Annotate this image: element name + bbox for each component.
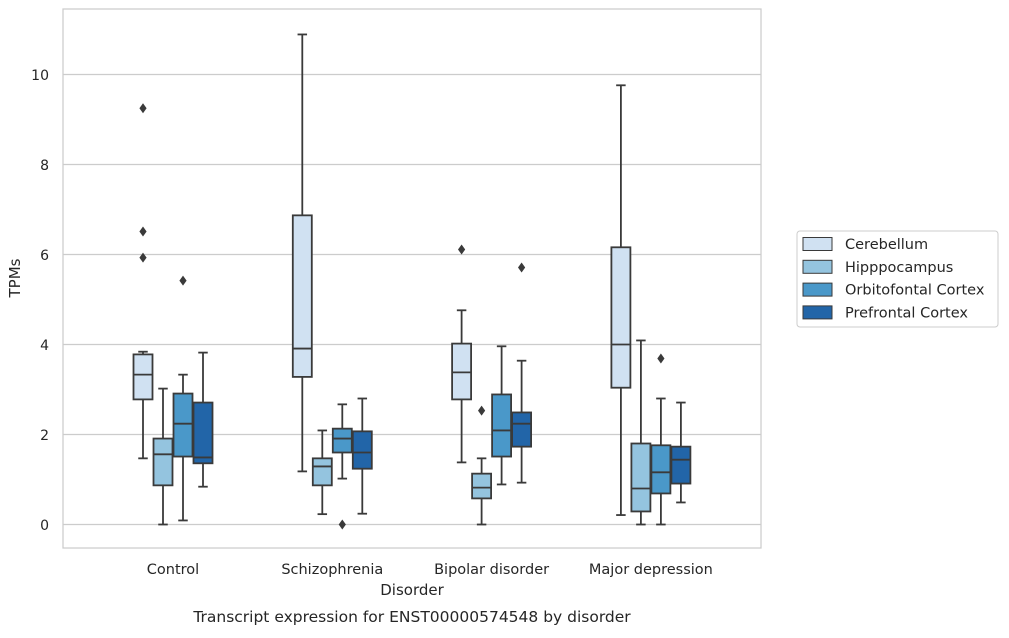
legend-swatch	[802, 282, 833, 297]
box-group	[291, 33, 313, 473]
box-iqr	[291, 214, 313, 378]
legend-swatch	[802, 305, 833, 320]
box-iqr	[610, 246, 632, 389]
y-tick-label: 8	[40, 158, 49, 174]
box-group	[451, 244, 473, 464]
box-group	[670, 401, 692, 504]
box-group	[610, 84, 632, 516]
box-iqr	[491, 393, 513, 458]
box-group	[511, 262, 532, 484]
outlier-point	[518, 262, 526, 273]
legend-swatch	[802, 259, 833, 274]
outlier-point	[139, 252, 147, 263]
plot-area-frame	[62, 8, 762, 549]
box-group	[311, 429, 333, 516]
legend: Cerebellum Hipppocampus Orbitofontal Corte…	[796, 230, 999, 328]
box-iqr	[152, 437, 174, 487]
x-tick-label: Major depression	[589, 562, 713, 578]
box-group	[491, 345, 513, 486]
box-iqr	[132, 353, 154, 401]
y-tick-label: 4	[40, 338, 49, 354]
y-axis-label: TPMs	[6, 258, 24, 298]
boxes	[132, 33, 692, 530]
box-group	[351, 397, 373, 515]
box-iqr	[331, 427, 353, 454]
outlier-point	[139, 226, 147, 237]
box-group	[192, 351, 214, 488]
outlier-point	[338, 519, 346, 530]
legend-frame	[796, 230, 999, 328]
x-tick-label: Control	[147, 562, 199, 578]
y-tick-label: 0	[40, 518, 49, 534]
legend-label: Prefrontal Cortex	[845, 305, 968, 321]
legend-label: Orbitofontal Cortex	[845, 283, 985, 299]
legend-label: Hipppocampus	[845, 260, 953, 276]
box-iqr	[172, 392, 194, 458]
box-iqr	[650, 444, 672, 495]
x-axis-label: Disorder	[380, 581, 444, 599]
box-iqr	[630, 442, 652, 513]
legend-swatch	[802, 237, 833, 251]
y-tick-label: 10	[31, 68, 49, 84]
box-group	[172, 275, 194, 522]
outlier-point	[458, 244, 466, 255]
box-iqr	[351, 430, 373, 470]
outlier-point	[139, 103, 147, 114]
box-group	[650, 353, 672, 526]
y-tick-label: 6	[40, 248, 49, 264]
box-iqr	[670, 445, 692, 485]
box-group	[630, 339, 652, 526]
y-tick-label: 2	[40, 428, 49, 444]
x-tick-labels: Control Schizophrenia Bipolar disorder Majo…	[147, 562, 713, 578]
chart-caption: Transcript expression for ENST0000057454…	[192, 608, 631, 626]
outlier-point	[657, 353, 665, 364]
x-tick-label: Schizophrenia	[281, 562, 383, 578]
y-tick-labels: 0 2 4 6 8 10	[31, 68, 49, 534]
box-iqr	[311, 457, 333, 487]
box-group	[132, 103, 154, 460]
box-group	[331, 403, 353, 530]
box-group	[471, 405, 493, 526]
outlier-point	[179, 275, 187, 286]
outlier-point	[478, 405, 486, 416]
box-group	[152, 387, 174, 526]
box-iqr	[511, 411, 532, 448]
box-iqr	[192, 401, 214, 465]
x-tick-label: Bipolar disorder	[434, 562, 549, 578]
box-iqr	[471, 472, 493, 500]
legend-label: Cerebellum	[845, 237, 928, 253]
